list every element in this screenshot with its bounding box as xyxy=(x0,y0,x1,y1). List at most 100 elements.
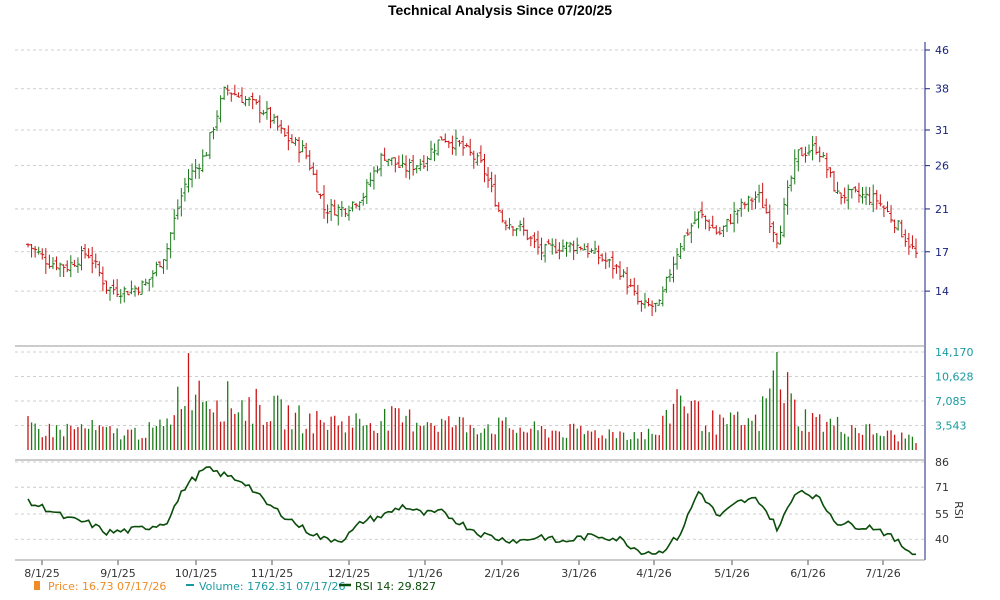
price-tick-label: 17 xyxy=(935,246,949,259)
ohlc-bar xyxy=(846,184,851,210)
ohlc-bar xyxy=(232,84,237,96)
ohlc-bar xyxy=(225,84,230,96)
ohlc-bar xyxy=(371,166,376,190)
ohlc-bar xyxy=(707,219,712,232)
ohlc-bar xyxy=(346,205,351,221)
ohlc-bar xyxy=(525,229,530,241)
x-tick-label: 3/1/26 xyxy=(561,567,596,580)
volume-bars xyxy=(27,352,917,450)
volume-tick-label: 10,628 xyxy=(935,370,974,383)
ohlc-bar xyxy=(414,165,419,174)
ohlc-bar xyxy=(58,262,63,277)
ohlc-bar xyxy=(150,270,155,288)
rsi-series-line xyxy=(27,466,916,556)
ohlc-bar xyxy=(47,254,52,269)
ohlc-bar xyxy=(40,248,45,260)
ohlc-bar xyxy=(282,128,287,137)
price-tick-label: 38 xyxy=(935,83,949,96)
ohlc-bar xyxy=(204,152,209,157)
ohlc-bar xyxy=(899,219,904,238)
ohlc-bar xyxy=(446,140,451,149)
ohlc-bar xyxy=(717,226,722,236)
ohlc-bar xyxy=(596,245,601,265)
ohlc-bar xyxy=(757,184,762,203)
ohlc-bar xyxy=(300,140,305,153)
ohlc-bar xyxy=(771,221,776,243)
ohlc-bar xyxy=(632,277,637,296)
ohlc-bar xyxy=(625,266,630,295)
ohlc-bar xyxy=(421,155,426,169)
ohlc-bar xyxy=(842,187,847,204)
ohlc-bar xyxy=(568,241,573,253)
ohlc-bar xyxy=(807,144,812,156)
ohlc-bar xyxy=(835,181,840,194)
price-tick-label: 46 xyxy=(935,44,949,57)
ohlc-bar xyxy=(796,149,801,172)
ohlc-bar xyxy=(657,299,662,306)
ohlc-bar xyxy=(86,248,91,259)
ohlc-bar xyxy=(478,145,483,163)
ohlc-bar xyxy=(589,248,594,253)
axes xyxy=(15,42,926,561)
ohlc-bar xyxy=(831,170,836,192)
ohlc-bar xyxy=(767,204,772,234)
ohlc-bar xyxy=(350,201,355,212)
x-tick-label: 10/1/25 xyxy=(175,567,217,580)
ohlc-bar xyxy=(425,156,430,172)
ohlc-bar xyxy=(332,199,337,216)
ohlc-bar xyxy=(824,152,829,179)
ohlc-bar xyxy=(222,86,227,100)
ohlc-bar xyxy=(521,217,526,236)
ohlc-bar xyxy=(118,289,123,304)
ohlc-bar xyxy=(389,157,394,166)
x-tick-label: 6/1/26 xyxy=(790,567,825,580)
ohlc-bar xyxy=(906,232,911,255)
ohlc-bar xyxy=(318,193,323,199)
volume-tick-label: 3,543 xyxy=(935,419,967,432)
ohlc-bar xyxy=(714,225,719,235)
ohlc-bar xyxy=(685,228,690,236)
ohlc-bar xyxy=(115,279,120,298)
x-tick-label: 4/1/26 xyxy=(636,567,671,580)
ohlc-bar xyxy=(896,219,901,231)
ohlc-bar xyxy=(721,225,726,238)
ohlc-bar xyxy=(375,165,380,174)
ohlc-bar xyxy=(26,243,30,248)
ohlc-bar xyxy=(407,158,412,180)
ohlc-bar xyxy=(272,113,277,124)
ohlc-bar xyxy=(639,300,644,312)
ohlc-bar xyxy=(261,109,266,116)
ohlc-bar xyxy=(821,151,826,158)
ohlc-bar xyxy=(564,241,569,257)
ohlc-bar xyxy=(471,150,476,169)
ohlc-bar xyxy=(211,127,216,140)
ohlc-bar xyxy=(236,92,241,98)
ohlc-bar xyxy=(578,246,583,251)
ohlc-bar xyxy=(682,235,687,251)
volume-tick-label: 7,085 xyxy=(935,395,967,408)
rsi-tick-label: 86 xyxy=(935,456,949,469)
ohlc-bar xyxy=(621,269,626,278)
ohlc-bar xyxy=(247,96,252,107)
ohlc-bar xyxy=(325,204,330,224)
ohlc-bar xyxy=(336,204,341,226)
ohlc-bar xyxy=(881,205,886,218)
ohlc-bar xyxy=(503,220,508,231)
ohlc-bar xyxy=(97,261,102,277)
ohlc-bar xyxy=(853,186,858,193)
ohlc-bar xyxy=(571,240,576,260)
ohlc-bar xyxy=(275,115,280,131)
ohlc-bar xyxy=(785,180,790,215)
ohlc-bar xyxy=(614,264,619,274)
price-tick-label: 26 xyxy=(935,160,949,173)
ohlc-bar xyxy=(72,259,77,267)
rsi-axis-label: RSI xyxy=(952,501,965,519)
ohlc-bar xyxy=(93,253,98,269)
ohlc-bar xyxy=(33,246,38,258)
ohlc-bar xyxy=(286,125,291,151)
ohlc-bar xyxy=(789,175,794,192)
ohlc-bar xyxy=(396,155,401,169)
ohlc-bar xyxy=(760,182,765,209)
